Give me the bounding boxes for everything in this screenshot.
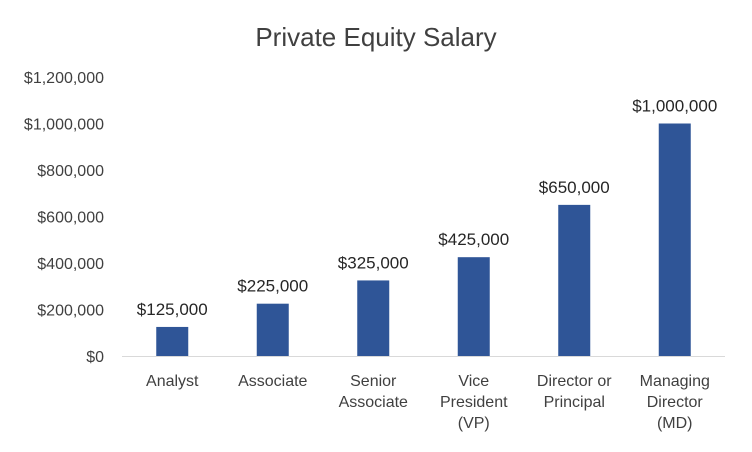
data-label: $325,000 — [338, 253, 409, 272]
data-label: $125,000 — [137, 300, 208, 319]
data-label: $650,000 — [539, 178, 610, 197]
bar — [357, 280, 390, 356]
x-tick-label: Associate — [238, 373, 307, 390]
y-tick-label: $800,000 — [37, 163, 104, 180]
y-tick-label: $600,000 — [37, 210, 104, 227]
x-tick-label: Senior Associate — [339, 373, 408, 411]
data-label: $1,000,000 — [632, 97, 717, 116]
bar — [558, 204, 591, 356]
y-tick-label: $1,000,000 — [24, 117, 104, 134]
y-tick-label: $1,200,000 — [24, 70, 104, 87]
x-tick-label: Analyst — [146, 373, 199, 390]
bar — [256, 303, 289, 356]
x-tick-label: Director or Principal — [537, 373, 612, 411]
x-tick-label: Managing Director (MD) — [640, 373, 710, 432]
chart-title: Private Equity Salary — [255, 22, 496, 52]
bar — [457, 257, 490, 356]
x-axis-ticks: Analyst Associate Senior Associate Vice Presi… — [146, 373, 710, 432]
bar — [156, 326, 189, 356]
data-label: $425,000 — [438, 230, 509, 249]
data-labels: $125,000 $225,000 $325,000 $425,000 $650,000… — [137, 97, 718, 319]
bar — [658, 123, 691, 356]
x-tick-label: Vice President (VP) — [440, 373, 508, 432]
y-tick-label: $0 — [86, 349, 104, 366]
y-tick-label: $200,000 — [37, 303, 104, 320]
y-axis-ticks: $0 $200,000 $400,000 $600,000 $800,000 $1,000… — [24, 70, 104, 366]
bars — [156, 123, 691, 356]
data-label: $225,000 — [237, 277, 308, 296]
y-tick-label: $400,000 — [37, 256, 104, 273]
